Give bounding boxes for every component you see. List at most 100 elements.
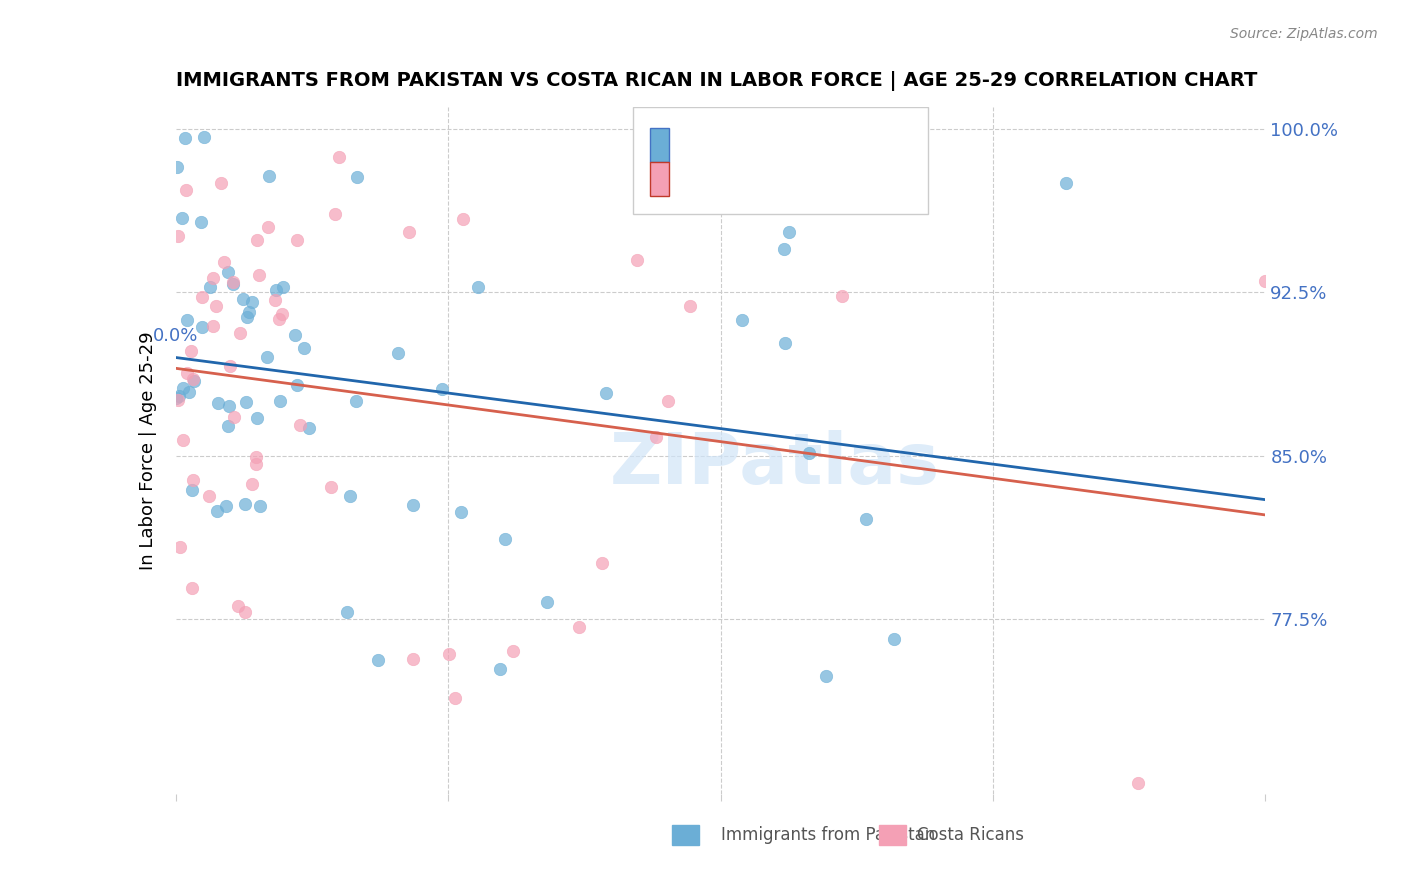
Point <box>166 229 188 244</box>
Point <box>657 393 679 408</box>
Point <box>238 304 260 318</box>
Point <box>288 418 311 433</box>
Point <box>229 326 252 341</box>
Point <box>488 662 510 676</box>
Point <box>285 233 308 247</box>
Point <box>387 345 409 359</box>
Point <box>240 295 263 310</box>
Point <box>344 394 367 409</box>
Point <box>271 280 294 294</box>
Point <box>215 499 238 513</box>
Point <box>217 419 239 434</box>
Point <box>336 606 359 620</box>
Point <box>205 504 228 518</box>
Point <box>467 279 489 293</box>
Point <box>855 512 877 526</box>
Point <box>731 312 754 326</box>
FancyBboxPatch shape <box>672 825 699 846</box>
Point <box>245 457 267 471</box>
Point <box>287 378 309 392</box>
FancyBboxPatch shape <box>650 128 669 162</box>
Point <box>645 430 668 444</box>
FancyBboxPatch shape <box>879 825 905 846</box>
Point <box>256 351 278 365</box>
Point <box>883 632 905 647</box>
Point <box>292 342 315 356</box>
Point <box>450 505 472 519</box>
Point <box>269 394 291 409</box>
Point <box>271 307 294 321</box>
Point <box>249 499 271 513</box>
Point <box>180 483 202 497</box>
Point <box>247 268 270 283</box>
Point <box>257 169 280 183</box>
FancyBboxPatch shape <box>633 107 928 213</box>
Point <box>190 320 212 334</box>
Point <box>398 225 420 239</box>
Point <box>536 595 558 609</box>
Point <box>284 327 307 342</box>
Point <box>207 396 229 410</box>
Point <box>231 293 253 307</box>
Point <box>595 386 617 401</box>
Point <box>269 312 291 326</box>
Point <box>193 130 215 145</box>
Point <box>797 445 820 459</box>
Point <box>437 647 460 661</box>
Point <box>233 497 256 511</box>
Point <box>339 489 361 503</box>
Point <box>181 473 204 487</box>
Point <box>235 395 257 409</box>
Point <box>773 336 796 351</box>
Point <box>264 283 287 297</box>
Point <box>169 541 191 555</box>
Point <box>204 299 226 313</box>
Point <box>402 498 425 512</box>
Point <box>222 275 245 289</box>
Point <box>245 450 267 465</box>
Point <box>201 270 224 285</box>
Point <box>172 211 194 225</box>
Y-axis label: In Labor Force | Age 25-29: In Labor Force | Age 25-29 <box>139 331 157 570</box>
Point <box>217 264 239 278</box>
Point <box>367 653 389 667</box>
Point <box>190 215 212 229</box>
Text: Source: ZipAtlas.com: Source: ZipAtlas.com <box>1230 27 1378 41</box>
Point <box>212 255 235 269</box>
Point <box>246 411 269 425</box>
Point <box>166 160 188 174</box>
Point <box>224 409 246 424</box>
Point <box>494 532 516 546</box>
Point <box>219 359 242 373</box>
Point <box>815 669 838 683</box>
Point <box>298 420 321 434</box>
Point <box>198 279 221 293</box>
Point <box>165 391 187 405</box>
Point <box>328 150 350 164</box>
Text: Immigrants from Pakistan: Immigrants from Pakistan <box>721 826 935 844</box>
Point <box>180 581 202 595</box>
Point <box>502 644 524 658</box>
Point <box>568 620 591 634</box>
Point <box>240 477 263 491</box>
Point <box>176 366 198 380</box>
Point <box>202 318 225 333</box>
Point <box>264 293 287 307</box>
Point <box>430 382 453 396</box>
Text: Costa Ricans: Costa Ricans <box>917 826 1024 844</box>
Point <box>1054 177 1077 191</box>
Point <box>325 207 347 221</box>
Text: IMMIGRANTS FROM PAKISTAN VS COSTA RICAN IN LABOR FORCE | AGE 25-29 CORRELATION C: IMMIGRANTS FROM PAKISTAN VS COSTA RICAN … <box>176 71 1257 91</box>
Point <box>190 290 212 304</box>
Text: R = 0.537   N = 67: R = 0.537 N = 67 <box>672 136 842 153</box>
Point <box>773 242 796 256</box>
FancyBboxPatch shape <box>650 162 669 196</box>
Text: R = 0.298   N = 54: R = 0.298 N = 54 <box>672 170 842 188</box>
Point <box>679 299 702 313</box>
Point <box>831 289 853 303</box>
Point <box>172 433 194 447</box>
Point <box>183 374 205 388</box>
Point <box>166 392 188 407</box>
Point <box>626 253 648 268</box>
Point <box>402 652 425 666</box>
